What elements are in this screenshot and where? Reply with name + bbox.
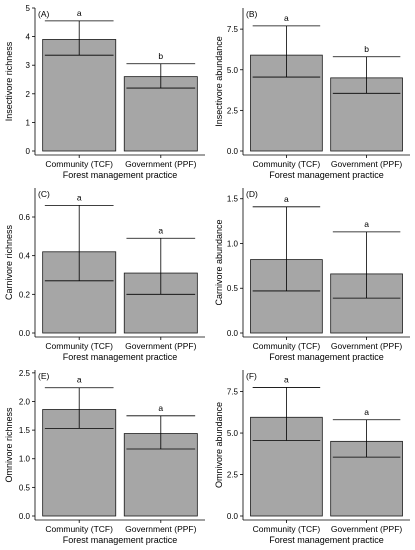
- significance-letter: a: [284, 374, 289, 384]
- error-bar: [44, 20, 114, 56]
- x-tick-label: Community (TCF): [45, 159, 113, 169]
- x-axis-label: Forest management practice: [269, 170, 384, 180]
- error-bar: [252, 206, 321, 292]
- x-axis-label: Forest management practice: [269, 535, 384, 545]
- significance-letter: a: [158, 225, 163, 235]
- x-tick-label: Community (TCF): [45, 524, 113, 534]
- y-tick-label: 1.5: [227, 195, 239, 204]
- error-bar: [252, 25, 321, 78]
- error-bar: [44, 387, 114, 429]
- significance-letter: a: [77, 375, 82, 385]
- panel-label: (B): [246, 9, 258, 19]
- error-bar: [126, 415, 196, 450]
- y-tick-label: 7.5: [227, 25, 239, 34]
- panel-2: 0.0 2.5 5.0 7.5 a Community (TCF) b Government …: [214, 8, 410, 180]
- y-tick-label: 0.0: [227, 147, 239, 156]
- significance-letter: b: [158, 51, 163, 61]
- y-axis-label: Insectivore richness: [4, 41, 14, 121]
- y-tick-label: 2.5: [227, 471, 239, 480]
- y-tick-label: 1.5: [19, 426, 31, 435]
- y-tick-label: 0.0: [19, 329, 31, 338]
- panel-label: (A): [38, 9, 50, 19]
- significance-letter: a: [364, 407, 369, 417]
- error-bar: [252, 387, 321, 441]
- y-tick-label: 0.5: [227, 284, 239, 293]
- y-axis-label: Omnivore richness: [4, 407, 14, 483]
- y-tick-label: 7.5: [227, 388, 239, 397]
- y-tick-label: 0: [26, 147, 31, 156]
- x-tick-label: Government (PPF): [125, 524, 196, 534]
- y-axis-label: Insectivore abundance: [214, 36, 224, 127]
- y-tick-label: 2.0: [19, 397, 31, 406]
- x-tick-label: Government (PPF): [125, 341, 196, 351]
- y-tick-label: 0.0: [19, 512, 31, 521]
- error-bar: [126, 237, 196, 295]
- y-tick-label: 0.5: [19, 483, 31, 492]
- error-bar: [332, 419, 401, 458]
- panel-1: 0 1 2 3 4 5 a Community (TCF) b Government (PPF)F…: [4, 4, 205, 180]
- bar-government: [123, 76, 198, 152]
- panel-label: (D): [246, 189, 258, 199]
- panel-label: (F): [246, 371, 257, 381]
- panel-label: (C): [38, 189, 50, 199]
- x-axis-label: Forest management practice: [63, 535, 178, 545]
- error-bar: [44, 204, 114, 282]
- x-axis-label: Forest management practice: [63, 170, 178, 180]
- x-tick-label: Community (TCF): [253, 524, 321, 534]
- y-tick-label: 5.0: [227, 66, 239, 75]
- y-tick-label: 2.5: [19, 369, 31, 378]
- significance-letter: a: [284, 194, 289, 204]
- y-tick-label: 5: [26, 4, 31, 13]
- y-tick-label: 0.0: [227, 329, 239, 338]
- significance-letter: a: [364, 219, 369, 229]
- panel-6: 0.0 2.5 5.0 7.5 a Community (TCF) a Government …: [214, 370, 410, 545]
- x-tick-label: Government (PPF): [331, 524, 402, 534]
- error-bar: [332, 56, 401, 94]
- y-tick-label: 1.0: [227, 239, 239, 248]
- y-axis-label: Carnivore abundance: [214, 219, 224, 305]
- y-tick-label: 1.0: [19, 455, 31, 464]
- significance-letter: b: [364, 44, 369, 54]
- y-tick-label: 2: [26, 90, 31, 99]
- x-axis-label: Forest management practice: [269, 352, 384, 362]
- y-tick-label: 0.4: [19, 252, 31, 261]
- panel-3: 0.0 0.2 0.4 0.6 a Community (TCF) a Government …: [4, 188, 205, 362]
- significance-letter: a: [77, 192, 82, 202]
- bar-community: [42, 39, 117, 152]
- panel-label: (E): [38, 371, 50, 381]
- x-axis-label: Forest management practice: [63, 352, 178, 362]
- x-tick-label: Government (PPF): [331, 341, 402, 351]
- y-axis-label: Carnivore richness: [4, 224, 14, 300]
- y-tick-label: 0.0: [227, 512, 239, 521]
- error-bar: [332, 231, 401, 299]
- x-tick-label: Government (PPF): [125, 159, 196, 169]
- significance-letter: a: [284, 13, 289, 23]
- y-tick-label: 4: [26, 33, 31, 42]
- y-tick-label: 2.5: [227, 106, 239, 115]
- y-tick-label: 1: [26, 118, 31, 127]
- x-tick-label: Community (TCF): [253, 341, 321, 351]
- y-tick-label: 5.0: [227, 429, 239, 438]
- significance-letter: a: [77, 8, 82, 18]
- x-tick-label: Community (TCF): [45, 341, 113, 351]
- y-tick-label: 0.2: [19, 290, 31, 299]
- y-tick-label: 0.6: [19, 213, 31, 222]
- x-tick-label: Government (PPF): [331, 159, 402, 169]
- error-bar: [126, 63, 196, 89]
- x-tick-label: Community (TCF): [253, 159, 321, 169]
- panel-5: 0.0 0.5 1.0 1.5 2.0 2.5 a Community (TCF) a Gover…: [4, 369, 205, 545]
- significance-letter: a: [158, 403, 163, 413]
- panel-4: 0.0 0.5 1.0 1.5 a Community (TCF) a Government …: [214, 188, 410, 362]
- y-tick-label: 3: [26, 61, 31, 70]
- y-axis-label: Omnivore abundance: [214, 402, 224, 488]
